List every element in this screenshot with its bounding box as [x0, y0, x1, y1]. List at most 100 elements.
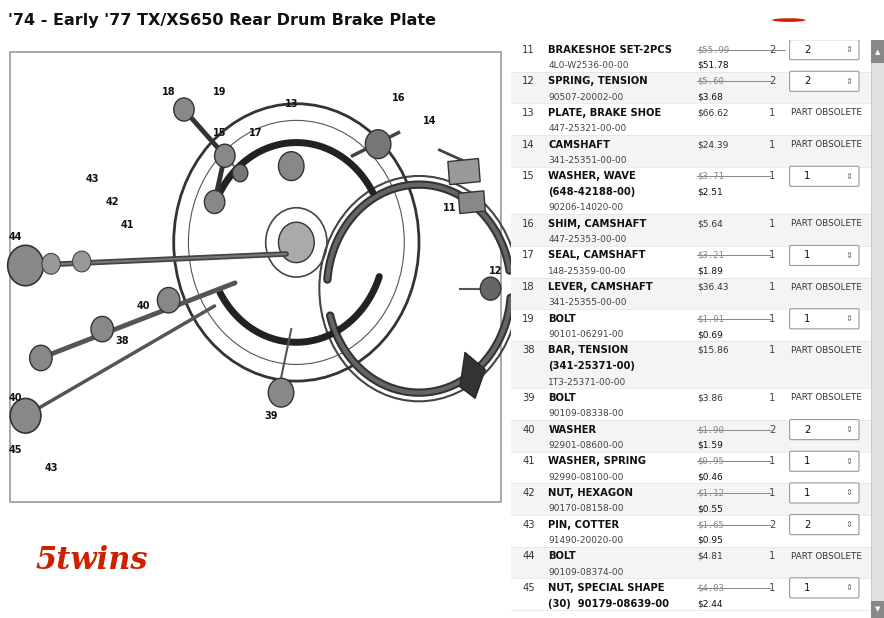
Bar	[511, 389, 871, 420]
Text: 92990-08100-00: 92990-08100-00	[548, 473, 623, 481]
FancyBboxPatch shape	[789, 420, 859, 439]
Text: 19: 19	[522, 314, 535, 324]
Circle shape	[278, 222, 314, 263]
Text: ⇕: ⇕	[845, 77, 852, 86]
Text: BAR, TENSION: BAR, TENSION	[548, 345, 629, 355]
Text: '74 - Early '77 TX/XS650 Rear Drum Brake Plate: '74 - Early '77 TX/XS650 Rear Drum Brake…	[8, 12, 436, 28]
Text: 1: 1	[769, 140, 775, 150]
Text: ⇕: ⇕	[845, 583, 852, 593]
Bar	[458, 191, 485, 214]
Text: ⇕: ⇕	[845, 488, 852, 497]
Text: ▼: ▼	[875, 606, 880, 612]
Text: $1.12: $1.12	[697, 488, 724, 497]
Text: 91490-20020-00: 91490-20020-00	[548, 536, 623, 545]
Text: 1: 1	[769, 282, 775, 292]
Text: 41: 41	[522, 456, 535, 466]
Text: 15: 15	[522, 171, 535, 181]
Bar	[511, 483, 871, 515]
Text: PART OBSOLETE: PART OBSOLETE	[791, 552, 862, 561]
Text: 90507-20002-00: 90507-20002-00	[548, 93, 623, 102]
Text: 1: 1	[769, 393, 775, 403]
Text: $4.03: $4.03	[697, 583, 724, 593]
Text: 45: 45	[522, 583, 535, 593]
Bar	[511, 547, 871, 578]
Text: $4.81: $4.81	[697, 552, 723, 561]
Text: 4L0-W2536-00-00: 4L0-W2536-00-00	[548, 61, 629, 70]
Text: 2: 2	[804, 520, 811, 530]
Circle shape	[772, 19, 805, 22]
Text: 90206-14020-00: 90206-14020-00	[548, 203, 623, 213]
Text: 18: 18	[162, 87, 175, 97]
Text: 1: 1	[804, 314, 811, 324]
Text: BOLT: BOLT	[548, 551, 576, 561]
Text: $0.55: $0.55	[697, 504, 723, 514]
Bar	[511, 309, 871, 341]
Text: PART OBSOLETE: PART OBSOLETE	[791, 109, 862, 117]
Text: ⇕: ⇕	[845, 457, 852, 466]
Text: 2: 2	[769, 425, 775, 434]
Bar	[511, 72, 871, 103]
Text: 90109-08374-00: 90109-08374-00	[548, 567, 623, 577]
Text: $1.65: $1.65	[697, 520, 724, 529]
Text: 1: 1	[804, 488, 811, 498]
Bar	[448, 159, 480, 185]
Text: 17: 17	[248, 128, 263, 138]
Circle shape	[215, 144, 235, 167]
FancyBboxPatch shape	[789, 578, 859, 598]
Text: PART OBSOLETE: PART OBSOLETE	[791, 219, 862, 228]
Bar	[871, 601, 884, 618]
Text: $1.59: $1.59	[697, 441, 723, 450]
Text: 13: 13	[522, 108, 535, 118]
Text: (341-25371-00): (341-25371-00)	[548, 362, 635, 371]
FancyBboxPatch shape	[789, 451, 859, 472]
Text: 1: 1	[804, 456, 811, 466]
Text: 2: 2	[804, 77, 811, 87]
Bar	[511, 277, 871, 309]
Text: 15: 15	[213, 128, 226, 138]
Text: ⇕: ⇕	[845, 251, 852, 260]
Text: 90101-06291-00: 90101-06291-00	[548, 330, 623, 339]
Text: 42: 42	[522, 488, 535, 498]
Bar	[871, 40, 884, 618]
Text: 1: 1	[769, 583, 775, 593]
Text: 1: 1	[804, 250, 811, 260]
Text: 42: 42	[106, 197, 119, 207]
Text: 14: 14	[522, 140, 535, 150]
Text: BOLT: BOLT	[548, 314, 576, 324]
Text: 1: 1	[769, 108, 775, 118]
Text: $3.68: $3.68	[697, 93, 723, 102]
Text: BRAKESHOE SET-2PCS: BRAKESHOE SET-2PCS	[548, 44, 672, 54]
Text: NUT, SPECIAL SHAPE: NUT, SPECIAL SHAPE	[548, 583, 665, 593]
Text: PART OBSOLETE: PART OBSOLETE	[791, 346, 862, 355]
Text: 1: 1	[769, 250, 775, 260]
Text: 90170-08158-00: 90170-08158-00	[548, 504, 624, 514]
Text: $0.69: $0.69	[697, 330, 723, 339]
Text: 45: 45	[9, 446, 22, 455]
Text: ⇕: ⇕	[845, 315, 852, 323]
Text: 19: 19	[213, 87, 226, 97]
Bar	[511, 246, 871, 277]
Text: 148-25359-00-00: 148-25359-00-00	[548, 267, 627, 276]
Polygon shape	[460, 352, 485, 399]
Text: PART OBSOLETE: PART OBSOLETE	[791, 394, 862, 402]
Text: 40: 40	[522, 425, 535, 434]
Text: $0.46: $0.46	[697, 473, 723, 481]
Text: (648-42188-00): (648-42188-00)	[548, 187, 636, 197]
Text: 13: 13	[285, 99, 298, 109]
Text: $3.21: $3.21	[697, 251, 724, 260]
Text: 38: 38	[116, 336, 129, 345]
Text: 1: 1	[804, 583, 811, 593]
Circle shape	[72, 251, 91, 272]
Text: 2: 2	[769, 77, 775, 87]
Text: WASHER, WAVE: WASHER, WAVE	[548, 171, 636, 181]
Text: ⇕: ⇕	[845, 45, 852, 54]
Circle shape	[157, 287, 179, 313]
Text: $2.44: $2.44	[697, 599, 723, 608]
Text: 1: 1	[769, 171, 775, 181]
Circle shape	[91, 316, 113, 342]
Text: 14: 14	[423, 116, 436, 126]
Text: 2: 2	[769, 520, 775, 530]
Text: ⇕: ⇕	[845, 172, 852, 181]
Text: 1: 1	[769, 219, 775, 229]
Text: 11: 11	[443, 203, 456, 213]
